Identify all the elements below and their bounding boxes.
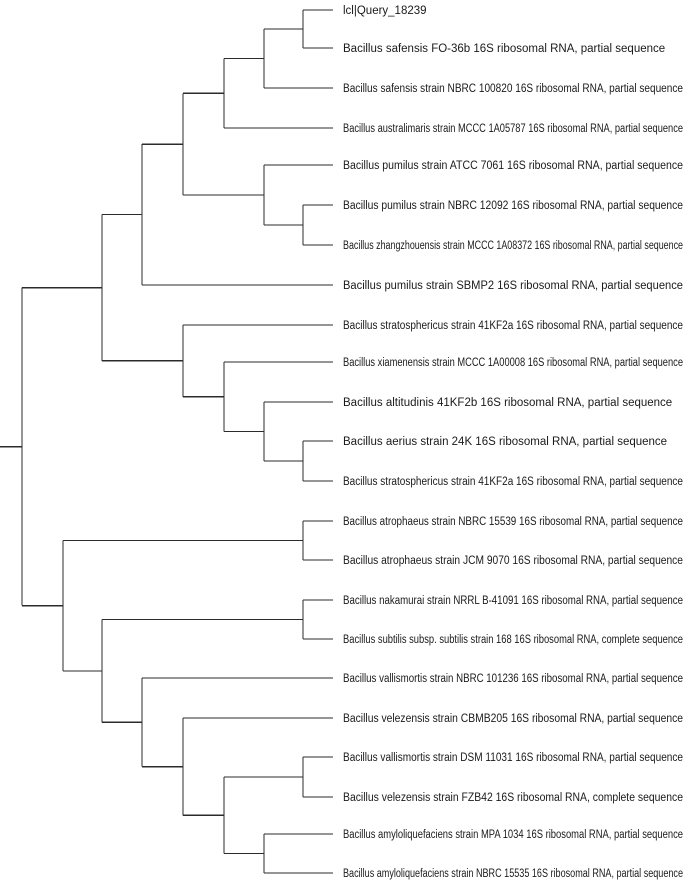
leaf-label-l21: Bacillus velezensis strain FZB42 16S rib… bbox=[343, 792, 683, 804]
leaf-label-l9: Bacillus stratosphericus strain 41KF2a 1… bbox=[343, 320, 683, 332]
leaf-label-l17: Bacillus subtilis subsp. subtilis strain… bbox=[343, 634, 683, 646]
leaf-label-l14: Bacillus atrophaeus strain NBRC 15539 16… bbox=[343, 516, 683, 528]
leaf-label-l6: Bacillus pumilus strain NBRC 12092 16S r… bbox=[343, 200, 683, 212]
leaf-label-l4: Bacillus australimaris strain MCCC 1A057… bbox=[343, 123, 683, 135]
leaf-label-l20: Bacillus vallismortis strain DSM 11031 1… bbox=[343, 752, 683, 764]
leaf-label-l2: Bacillus safensis FO-36b 16S ribosomal R… bbox=[343, 43, 665, 55]
leaf-label-l5: Bacillus pumilus strain ATCC 7061 16S ri… bbox=[343, 160, 683, 172]
leaf-label-l15: Bacillus atrophaeus strain JCM 9070 16S … bbox=[343, 555, 683, 567]
leaf-label-l22: Bacillus amyloliquefaciens strain MPA 10… bbox=[343, 829, 683, 841]
leaf-label-l1: lcl|Query_18239 bbox=[343, 5, 427, 17]
tree-leaf-labels: lcl|Query_18239 Bacillus safensis FO-36b … bbox=[343, 5, 683, 880]
leaf-label-l16: Bacillus nakamurai strain NRRL B-41091 1… bbox=[343, 595, 683, 607]
leaf-label-l3: Bacillus safensis strain NBRC 100820 16S… bbox=[343, 83, 683, 95]
leaf-label-l13: Bacillus stratosphericus strain 41KF2a 1… bbox=[343, 476, 683, 488]
leaf-label-l10: Bacillus xiamenensis strain MCCC 1A00008… bbox=[343, 357, 683, 369]
leaf-label-l8: Bacillus pumilus strain SBMP2 16S riboso… bbox=[343, 280, 683, 292]
leaf-label-l18: Bacillus vallismortis strain NBRC 101236… bbox=[343, 673, 683, 685]
leaf-label-l12: Bacillus aerius strain 24K 16S ribosomal… bbox=[343, 436, 667, 448]
leaf-label-l19: Bacillus velezensis strain CBMB205 16S r… bbox=[343, 713, 683, 725]
leaf-label-l23: Bacillus amyloliquefaciens strain NBRC 1… bbox=[343, 868, 683, 880]
leaf-label-l7: Bacillus zhangzhouensis strain MCCC 1A08… bbox=[343, 240, 683, 252]
leaf-label-l11: Bacillus altitudinis 41KF2b 16S ribosoma… bbox=[343, 397, 672, 409]
tree-branches bbox=[0, 9, 333, 874]
